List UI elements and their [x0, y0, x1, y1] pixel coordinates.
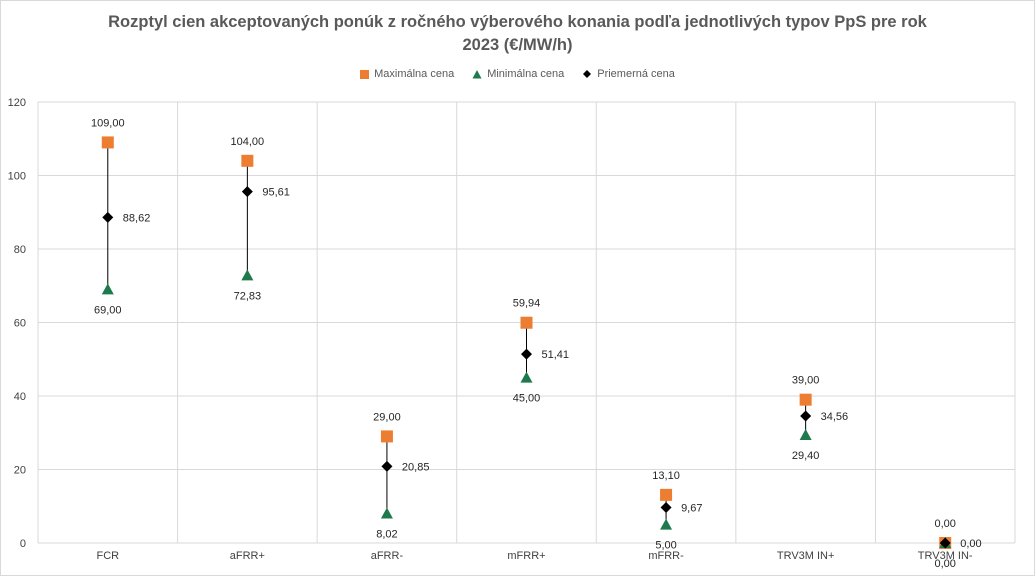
min-price-label: 29,40	[792, 450, 820, 462]
y-tick-label: 60	[14, 318, 26, 330]
min-price-label: 72,83	[234, 290, 262, 302]
min-price-marker	[660, 518, 673, 530]
avg-price-marker	[521, 348, 532, 360]
max-price-label: 59,94	[513, 298, 541, 310]
diamond-marker-icon	[583, 70, 592, 78]
y-tick-label: 120	[8, 97, 26, 109]
legend-entry-avg: Priemerná cena	[582, 68, 675, 80]
max-price-label: 109,00	[91, 117, 125, 129]
min-price-marker	[380, 507, 393, 519]
min-price-marker	[101, 283, 114, 295]
max-price-label: 0,00	[935, 518, 956, 530]
avg-price-label: 34,56	[821, 411, 849, 423]
min-price-marker	[799, 428, 812, 440]
y-tick-label: 100	[8, 171, 26, 183]
avg-price-label: 0,00	[960, 538, 981, 550]
y-tick-label: 40	[14, 391, 26, 403]
y-tick-label: 80	[14, 244, 26, 256]
min-price-label: 0,00	[935, 558, 956, 570]
avg-price-label: 88,62	[123, 212, 151, 224]
legend-entry-min: Minimálna cena	[472, 68, 564, 80]
legend-label-max: Maximálna cena	[374, 68, 455, 80]
legend-label-avg: Priemerná cena	[597, 68, 675, 80]
avg-price-marker	[241, 186, 253, 198]
x-tick-label: aFRR-	[371, 550, 404, 562]
max-price-label: 104,00	[231, 136, 265, 148]
chart-title-line-1: Rozptyl cien akceptovaných ponúk z ročné…	[108, 13, 927, 31]
max-price-marker	[520, 316, 533, 329]
chart-title: Rozptyl cien akceptovaných ponúk z ročné…	[0, 11, 1035, 57]
x-tick-label: TRV3M IN+	[777, 550, 835, 562]
triangle-marker-icon	[472, 70, 482, 79]
chart-title-line-2: 2023 (€/MW/h)	[462, 36, 573, 54]
max-price-marker	[241, 154, 254, 167]
max-price-label: 13,10	[652, 470, 680, 482]
min-price-label: 69,00	[94, 304, 122, 316]
y-tick-label: 20	[14, 465, 26, 477]
avg-price-label: 9,67	[681, 502, 702, 514]
avg-price-marker	[800, 410, 812, 422]
min-price-label: 45,00	[513, 393, 541, 405]
avg-price-label: 95,61	[262, 187, 290, 199]
avg-price-marker	[102, 211, 114, 223]
legend-label-min: Minimálna cena	[487, 68, 565, 80]
x-tick-label: mFRR+	[507, 550, 545, 562]
max-price-label: 29,00	[373, 411, 401, 423]
x-tick-label: aFRR+	[230, 550, 265, 562]
x-tick-label: TRV3M IN-	[918, 550, 973, 562]
x-tick-label: FCR	[96, 550, 119, 562]
min-price-marker	[241, 269, 254, 281]
avg-price-label: 20,85	[402, 461, 430, 473]
max-price-marker	[101, 136, 114, 149]
avg-price-marker	[939, 537, 951, 549]
avg-price-marker	[660, 501, 672, 513]
max-price-label: 39,00	[792, 375, 820, 387]
avg-price-marker	[381, 460, 393, 472]
legend-entry-max: Maximálna cena	[360, 68, 454, 80]
min-price-label: 8,02	[376, 529, 397, 541]
y-tick-label: 0	[20, 538, 26, 550]
avg-price-label: 51,41	[542, 349, 570, 361]
x-tick-label: mFRR-	[648, 550, 684, 562]
max-price-marker	[660, 488, 673, 501]
square-marker-icon	[360, 69, 370, 79]
max-price-marker	[380, 430, 393, 443]
min-price-label: 5,00	[655, 540, 676, 552]
max-price-marker	[799, 393, 812, 406]
min-price-marker	[520, 371, 533, 383]
legend: Maximálna cena Minimálna cena Priemerná …	[0, 68, 1035, 80]
